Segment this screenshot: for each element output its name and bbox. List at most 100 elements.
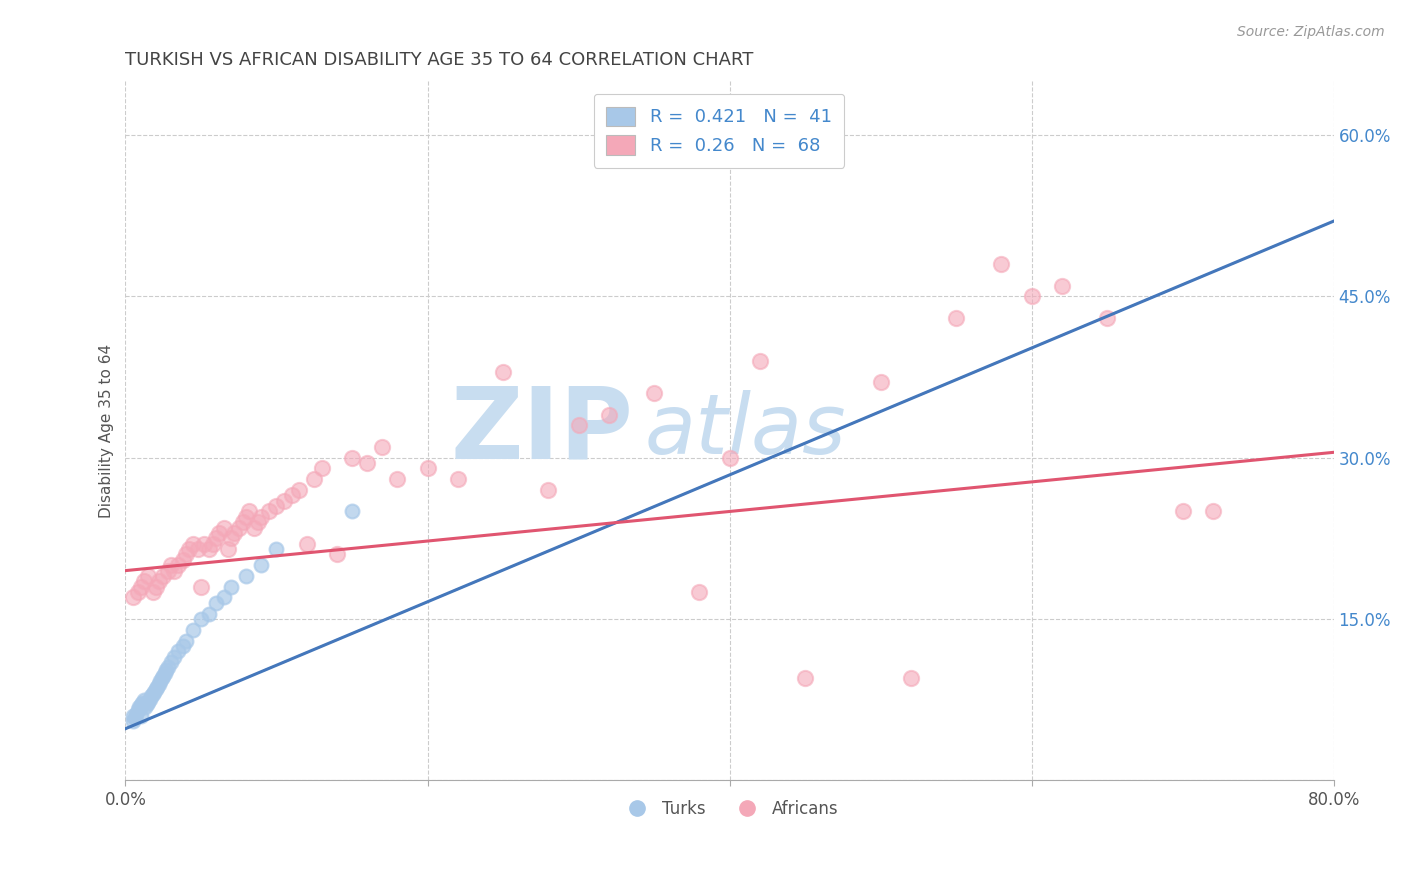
Point [567,418,589,433]
Point [148,574,170,589]
Point [139,690,162,704]
Point [142,687,165,701]
Point [217,542,239,557]
Point [142,585,165,599]
Point [122,591,145,605]
Point [167,558,190,573]
Text: ZIP: ZIP [450,383,633,479]
Point [794,671,817,685]
Point [228,520,250,534]
Point [718,450,741,465]
Point [172,553,194,567]
Point [122,714,145,728]
Point [447,472,470,486]
Point [193,537,215,551]
Point [135,697,157,711]
Point [159,655,181,669]
Point [295,537,318,551]
Point [163,564,186,578]
Point [205,532,228,546]
Point [326,548,349,562]
Point [288,483,311,497]
Point [340,450,363,465]
Point [122,708,145,723]
Point [153,665,176,680]
Point [172,639,194,653]
Point [134,700,156,714]
Point [900,671,922,685]
Point [387,472,409,486]
Point [156,660,179,674]
Point [149,674,172,689]
Point [247,515,270,529]
Text: atlas: atlas [645,391,846,471]
Point [311,461,333,475]
Point [187,542,209,557]
Point [202,537,225,551]
Point [219,532,242,546]
Point [688,585,710,599]
Point [131,696,153,710]
Point [152,669,174,683]
Point [150,671,173,685]
Point [212,520,235,534]
Point [159,558,181,573]
Point [243,520,266,534]
Point [273,493,295,508]
Point [183,537,205,551]
Point [537,483,560,497]
Point [212,591,235,605]
Point [146,680,169,694]
Point [356,456,378,470]
Point [748,354,770,368]
Point [167,644,190,658]
Point [177,542,200,557]
Point [136,695,159,709]
Point [132,574,155,589]
Point [163,649,186,664]
Text: Source: ZipAtlas.com: Source: ZipAtlas.com [1237,25,1385,39]
Point [643,386,665,401]
Point [266,542,288,557]
Point [205,596,228,610]
Point [129,708,152,723]
Point [183,623,205,637]
Point [250,509,273,524]
Point [145,580,167,594]
Point [174,633,197,648]
Point [129,580,152,594]
Point [1202,504,1225,518]
Point [266,499,288,513]
Point [232,515,254,529]
Point [190,612,212,626]
Point [1095,310,1118,325]
Point [257,504,280,518]
Point [127,585,149,599]
Point [127,703,149,717]
Point [340,504,363,518]
Point [124,711,146,725]
Point [128,700,150,714]
Point [1171,504,1194,518]
Point [219,580,242,594]
Point [136,569,159,583]
Point [990,257,1012,271]
Point [197,607,219,621]
Point [280,488,302,502]
Point [174,548,197,562]
Point [125,706,148,721]
Point [138,691,160,706]
Point [1021,289,1043,303]
Point [416,461,439,475]
Point [155,663,177,677]
Point [304,472,326,486]
Point [143,685,166,699]
Y-axis label: Disability Age 35 to 64: Disability Age 35 to 64 [100,343,114,518]
Point [145,681,167,696]
Point [152,569,174,583]
Point [250,558,273,573]
Legend: Turks, Africans: Turks, Africans [613,793,845,824]
Point [208,526,231,541]
Point [492,365,515,379]
Point [945,310,967,325]
